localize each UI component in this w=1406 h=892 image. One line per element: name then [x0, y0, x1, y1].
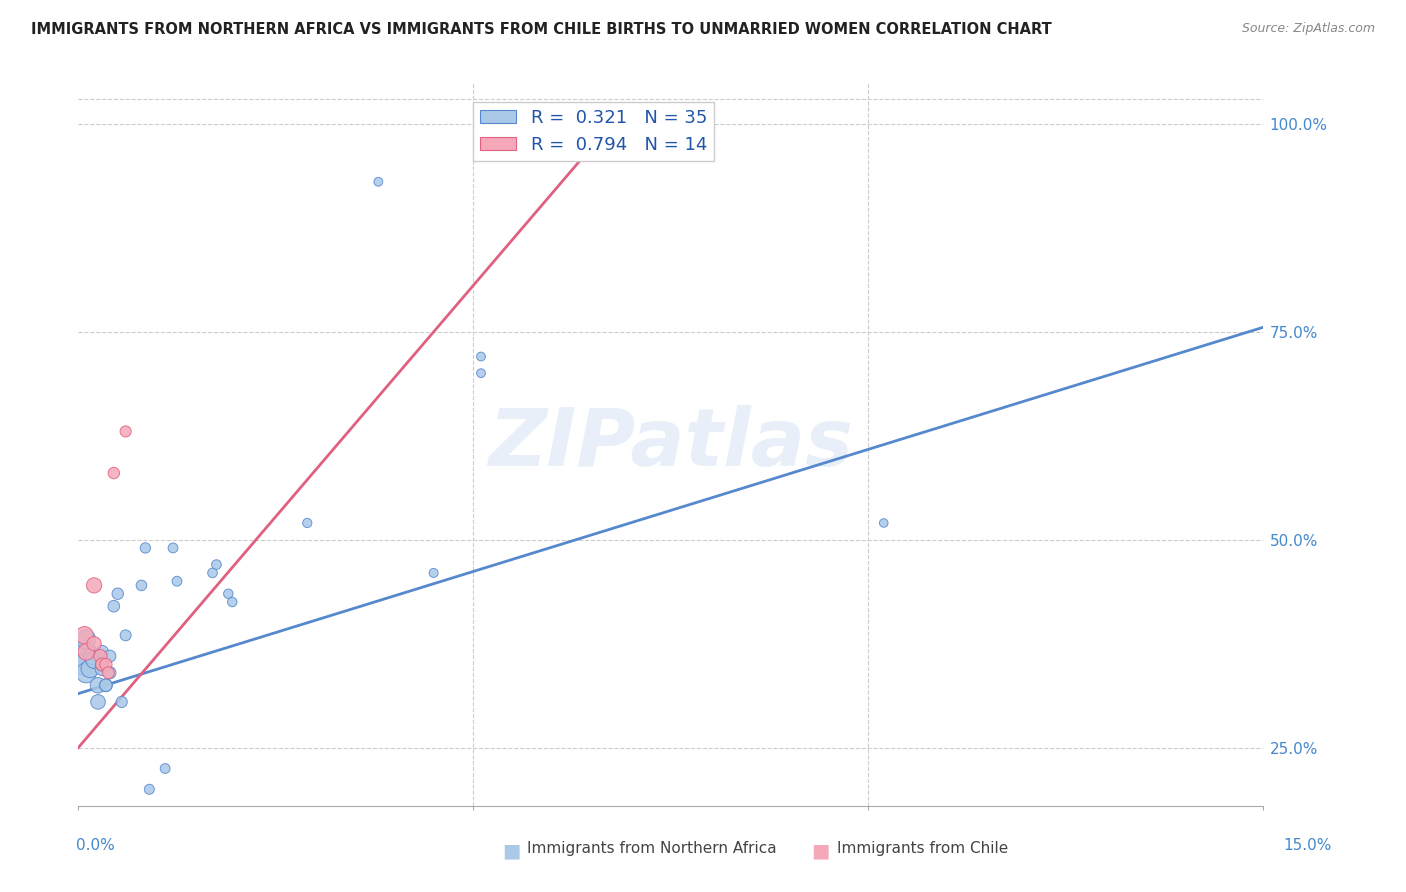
- Point: [103, 466, 125, 480]
- Point: [94, 657, 117, 672]
- Point: [83, 637, 105, 651]
- Point: [91, 645, 114, 659]
- Point: [217, 587, 239, 601]
- Point: [107, 587, 129, 601]
- Point: [97, 665, 120, 680]
- Point: [205, 558, 228, 572]
- Point: [91, 662, 114, 676]
- Point: [91, 657, 114, 672]
- Point: [162, 541, 184, 555]
- Point: [94, 678, 117, 692]
- Point: [153, 762, 176, 776]
- Point: [297, 516, 319, 530]
- Point: [422, 566, 444, 580]
- Text: ■: ■: [502, 841, 520, 860]
- Text: ■: ■: [811, 841, 830, 860]
- Point: [75, 665, 97, 680]
- Point: [470, 350, 492, 364]
- Point: [73, 657, 96, 672]
- Point: [114, 628, 136, 642]
- Point: [83, 653, 105, 667]
- Point: [114, 425, 136, 439]
- Point: [873, 516, 896, 530]
- Point: [75, 632, 97, 647]
- Point: [73, 628, 96, 642]
- Text: IMMIGRANTS FROM NORTHERN AFRICA VS IMMIGRANTS FROM CHILE BIRTHS TO UNMARRIED WOM: IMMIGRANTS FROM NORTHERN AFRICA VS IMMIG…: [31, 22, 1052, 37]
- Point: [94, 678, 117, 692]
- Point: [98, 665, 121, 680]
- Text: Immigrants from Northern Africa: Immigrants from Northern Africa: [527, 841, 778, 856]
- Point: [134, 541, 156, 555]
- Point: [998, 880, 1021, 892]
- Point: [502, 116, 524, 130]
- Point: [170, 820, 193, 834]
- Point: [166, 574, 188, 589]
- Point: [87, 695, 110, 709]
- Point: [87, 678, 110, 692]
- Point: [89, 649, 111, 664]
- Point: [131, 578, 153, 592]
- Point: [82, 649, 104, 664]
- Text: 0.0%: 0.0%: [76, 838, 115, 854]
- Point: [98, 649, 121, 664]
- Text: 15.0%: 15.0%: [1284, 838, 1331, 854]
- Point: [91, 657, 114, 672]
- Point: [367, 175, 389, 189]
- Point: [83, 578, 105, 592]
- Point: [470, 366, 492, 380]
- Point: [75, 645, 97, 659]
- Point: [111, 695, 134, 709]
- Text: Immigrants from Chile: Immigrants from Chile: [837, 841, 1008, 856]
- Legend: R =  0.321   N = 35, R =  0.794   N = 14: R = 0.321 N = 35, R = 0.794 N = 14: [472, 102, 714, 161]
- Text: ZIPatlas: ZIPatlas: [488, 405, 853, 483]
- Point: [79, 662, 101, 676]
- Point: [138, 782, 160, 797]
- Point: [103, 599, 125, 614]
- Text: Source: ZipAtlas.com: Source: ZipAtlas.com: [1241, 22, 1375, 36]
- Point: [221, 595, 243, 609]
- Point: [201, 566, 224, 580]
- Point: [73, 645, 96, 659]
